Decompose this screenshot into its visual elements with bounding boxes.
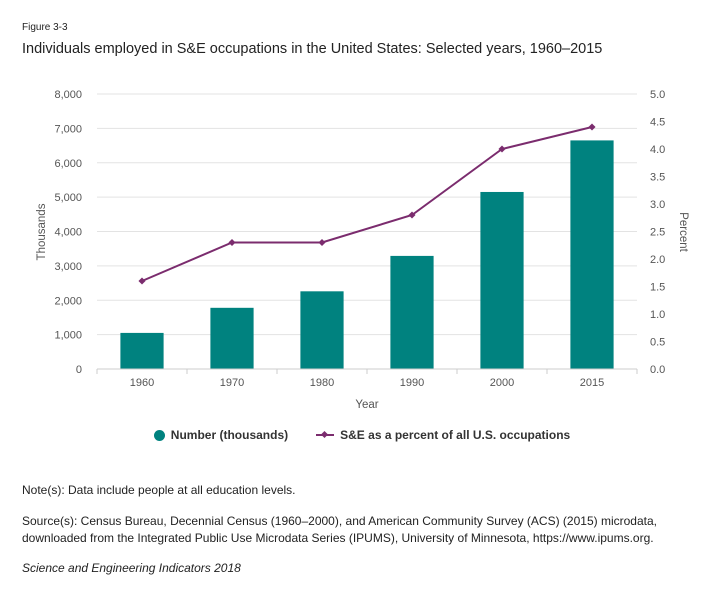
y-right-tick-label: 0.0 bbox=[650, 364, 665, 376]
figure-label: Figure 3-3 bbox=[22, 22, 68, 33]
legend-label-line: S&E as a percent of all U.S. occupations bbox=[340, 428, 571, 442]
y-left-tick-label: 6,000 bbox=[54, 158, 82, 170]
x-tick-label: 2000 bbox=[490, 377, 514, 389]
y-right-tick-label: 3.0 bbox=[650, 199, 665, 211]
y-left-tick-label: 1,000 bbox=[54, 330, 82, 342]
note-text: Note(s): Data include people at all educ… bbox=[22, 483, 296, 497]
x-tick-label: 2015 bbox=[580, 377, 604, 389]
x-tick-label: 1990 bbox=[400, 377, 424, 389]
gridlines bbox=[97, 93, 637, 336]
line-point bbox=[138, 277, 146, 285]
line-series bbox=[138, 123, 596, 285]
legend: Number (thousands) S&E as a percent of a… bbox=[0, 428, 724, 442]
x-tick-label: 1960 bbox=[130, 377, 154, 389]
y-left-tick-label: 8,000 bbox=[54, 89, 82, 101]
y-right-tick-label: 0.5 bbox=[650, 337, 665, 349]
legend-item-bars[interactable]: Number (thousands) bbox=[153, 428, 289, 442]
y-left-tick-label: 3,000 bbox=[54, 261, 82, 273]
left-axis: 0 1,000 2,000 3,000 4,000 5,000 6,000 7,000 8,00… bbox=[54, 89, 82, 376]
publication-text: Science and Engineering Indicators 2018 bbox=[22, 561, 241, 575]
x-tick-label: 1970 bbox=[220, 377, 244, 389]
line-point bbox=[588, 123, 596, 131]
bar bbox=[570, 140, 614, 369]
y-right-tick-label: 4.0 bbox=[650, 144, 665, 156]
y-axis-left-title: Thousands bbox=[36, 203, 48, 260]
series-line bbox=[141, 126, 593, 282]
y-left-tick-label: 5,000 bbox=[54, 192, 82, 204]
bar bbox=[480, 191, 524, 369]
chart-area: 0 1,000 2,000 3,000 4,000 5,000 6,000 7,000 8,00… bbox=[36, 89, 689, 411]
source-text: Source(s): Census Bureau, Decennial Cens… bbox=[22, 514, 657, 545]
legend-label-bars: Number (thousands) bbox=[170, 428, 289, 442]
y-right-tick-label: 1.5 bbox=[650, 282, 665, 294]
legend-item-line[interactable]: S&E as a percent of all U.S. occupations bbox=[316, 428, 570, 442]
x-tick-label: 1980 bbox=[310, 377, 334, 389]
y-left-tick-label: 7,000 bbox=[54, 123, 82, 135]
chart-title: Individuals employed in S&E occupations … bbox=[22, 41, 603, 57]
y-left-tick-label: 0 bbox=[76, 364, 82, 376]
line-marker-icon bbox=[316, 430, 335, 440]
line-point bbox=[318, 238, 326, 247]
y-right-tick-label: 2.5 bbox=[650, 227, 665, 239]
y-right-tick-label: 1.0 bbox=[650, 309, 665, 321]
x-axis: 1960 1970 1980 1990 2000 2015 bbox=[96, 368, 638, 389]
y-right-tick-label: 3.5 bbox=[650, 172, 665, 184]
bar-series bbox=[120, 140, 614, 369]
line-point bbox=[498, 145, 506, 153]
x-axis-title: Year bbox=[355, 399, 378, 411]
line-point bbox=[408, 211, 416, 219]
y-left-tick-label: 2,000 bbox=[54, 295, 82, 307]
bar bbox=[300, 291, 344, 369]
y-axis-right-title: Percent bbox=[677, 212, 689, 252]
right-axis: 0.0 0.5 1.0 1.5 2.0 2.5 3.0 3.5 4.0 4.5 5.0 bbox=[650, 89, 665, 376]
bar bbox=[390, 255, 434, 369]
bar bbox=[210, 307, 254, 369]
line-point bbox=[228, 238, 236, 247]
teal-circle-icon bbox=[153, 429, 165, 441]
y-right-tick-label: 4.5 bbox=[650, 117, 665, 129]
y-right-tick-label: 5.0 bbox=[650, 89, 665, 101]
y-right-tick-label: 2.0 bbox=[650, 254, 665, 266]
bar bbox=[120, 332, 164, 369]
y-left-tick-label: 4,000 bbox=[54, 227, 82, 239]
